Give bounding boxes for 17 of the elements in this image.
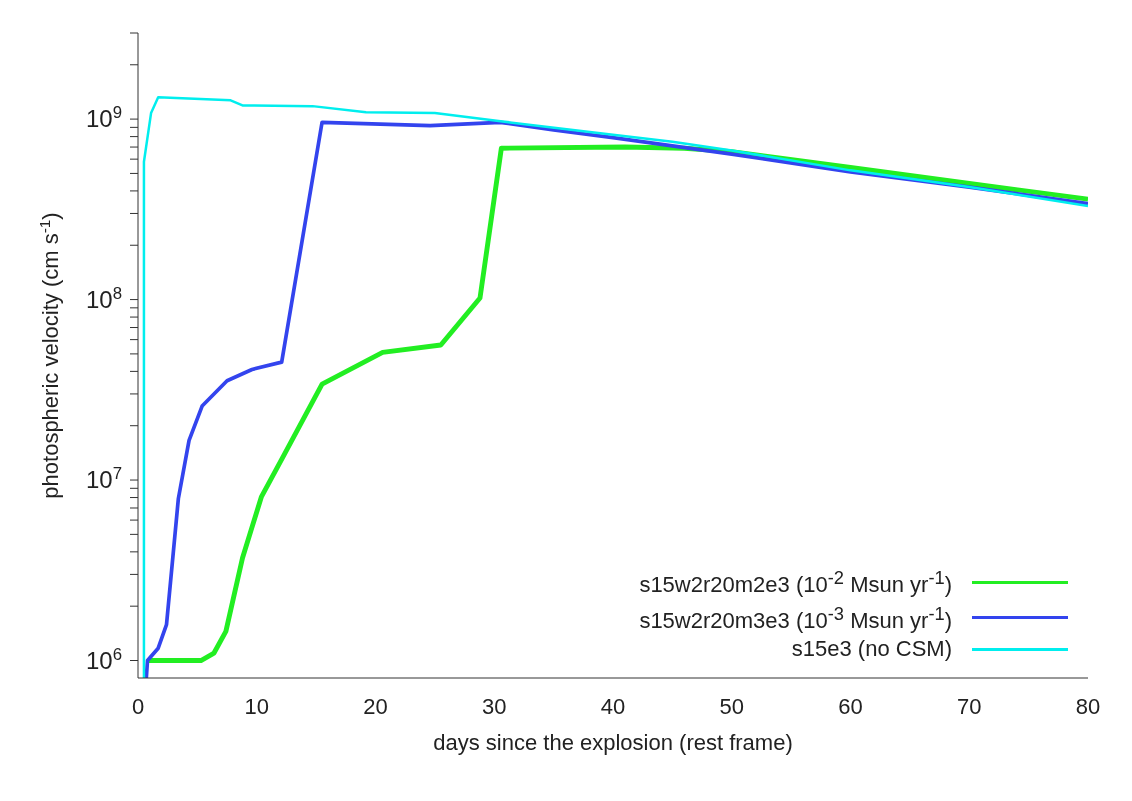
y-tick-label: 10$^{6}$: [85, 644, 122, 674]
legend-label: s15w2r20m3e3 (10$^{-3}$ Msun yr$^{-1}$): [639, 601, 952, 635]
y-tick-label: 10$^{7}$: [85, 463, 122, 494]
legend-label: s15w2r20m2e3 (10$^{-2}$ Msun yr$^{-1}$): [639, 566, 952, 600]
legend-label: s15e3 (no CSM): [791, 635, 952, 663]
x-axis-title: days since the explosion (rest frame): [433, 730, 793, 755]
x-tick-label: 80: [1074, 694, 1102, 720]
x-tick-label: 30: [481, 694, 508, 720]
x-tick-label: 60: [837, 694, 864, 720]
x-tick-label: 50: [718, 694, 745, 720]
x-tick-label: 70: [956, 694, 983, 720]
x-tick-label: 0: [130, 694, 146, 720]
y-tick-label: 10$^{8}$: [85, 283, 122, 313]
y-tick-label: 10$^{9}$: [85, 102, 122, 133]
x-tick-label: 10: [243, 694, 270, 720]
x-tick-label: 40: [599, 694, 627, 720]
x-tick-label: 20: [362, 694, 389, 720]
